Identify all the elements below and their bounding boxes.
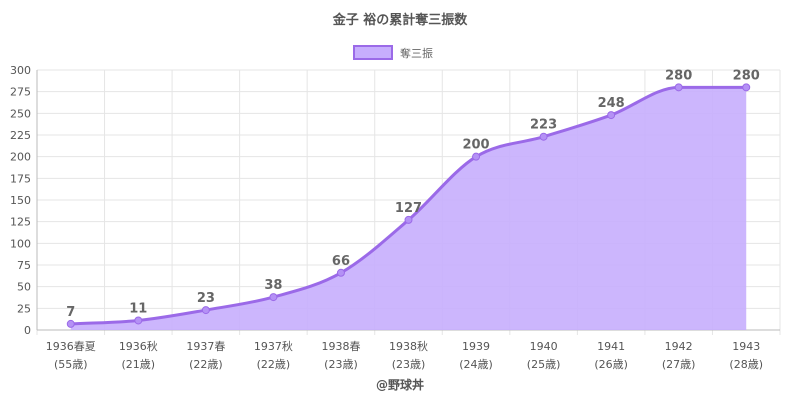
x-tick-sublabel: (27歳) [662,358,696,371]
data-labels: 7 11 23 38 66 127 200 223 248 280 280 [66,68,760,320]
x-tick-label: 1936春夏 [46,340,96,353]
x-tick-label: 1937秋 [254,339,293,353]
data-point [404,215,413,224]
y-tick-label: 275 [10,86,31,99]
data-label: 200 [462,138,489,153]
series-area [70,87,747,330]
data-point [674,83,683,92]
x-tick-label: 1943 [732,340,760,353]
data-label: 23 [197,291,215,306]
data-points [66,83,751,328]
x-tick-sublabel: (23歳) [392,358,426,371]
data-point [472,152,481,161]
y-tick-label: 100 [10,237,31,250]
x-tick-sublabel: (26歳) [594,358,628,371]
y-tick-label: 150 [10,194,31,207]
x-tick-sublabel: (23歳) [324,358,358,371]
data-point [201,306,210,315]
data-point [336,268,345,277]
footer-credit: @野球丼 [376,377,424,392]
x-tick-sublabel: (55歳) [54,358,88,371]
x-tick-label: 1936秋 [119,339,158,353]
data-label: 127 [395,201,422,216]
data-label: 38 [264,278,282,293]
data-point [134,316,143,325]
x-tick-label: 1942 [665,340,693,353]
data-label: 66 [332,254,350,269]
y-tick-label: 0 [24,324,31,337]
x-axis: 1936春夏 (55歳) 1936秋 (21歳) 1937春 (22歳) 1937秋 (22歳… [46,339,763,371]
data-label: 7 [66,305,75,320]
y-axis: 0 25 50 75 100 125 150 175 200 225 250 275 300 [10,64,31,337]
legend-swatch [353,45,393,60]
data-point [607,111,616,120]
x-tick-sublabel: (22歳) [189,358,223,371]
data-label: 11 [129,301,147,316]
y-tick-label: 175 [10,172,31,185]
x-tick-label: 1940 [530,340,558,353]
y-tick-label: 25 [17,302,31,315]
y-tick-label: 225 [10,129,31,142]
y-tick-label: 300 [10,64,31,77]
x-tick-sublabel: (25歳) [527,358,561,371]
x-tick-label: 1938秋 [389,339,428,353]
y-tick-label: 200 [10,151,31,164]
x-tick-sublabel: (22歳) [257,358,291,371]
y-tick-label: 75 [17,259,31,272]
y-tick-label: 250 [10,107,31,120]
data-label: 248 [598,96,625,111]
data-point [539,132,548,141]
data-label: 280 [733,68,760,83]
data-label: 280 [665,68,692,83]
legend[interactable]: 奪三振 [353,45,433,60]
x-tick-sublabel: (21歳) [122,358,156,371]
legend-label: 奪三振 [400,46,433,60]
data-label: 223 [530,118,557,133]
chart-title: 金子 裕の累計奪三振数 [332,12,469,28]
y-tick-label: 125 [10,216,31,229]
x-tick-sublabel: (24歳) [459,358,493,371]
x-tick-label: 1938春 [321,340,360,353]
x-tick-label: 1939 [462,340,490,353]
x-tick-label: 1941 [597,340,625,353]
data-point [66,319,75,328]
y-tick-label: 50 [17,281,31,294]
data-point [269,293,278,302]
x-tick-sublabel: (28歳) [729,358,763,371]
data-point [742,83,751,92]
x-tick-label: 1937春 [186,340,225,353]
